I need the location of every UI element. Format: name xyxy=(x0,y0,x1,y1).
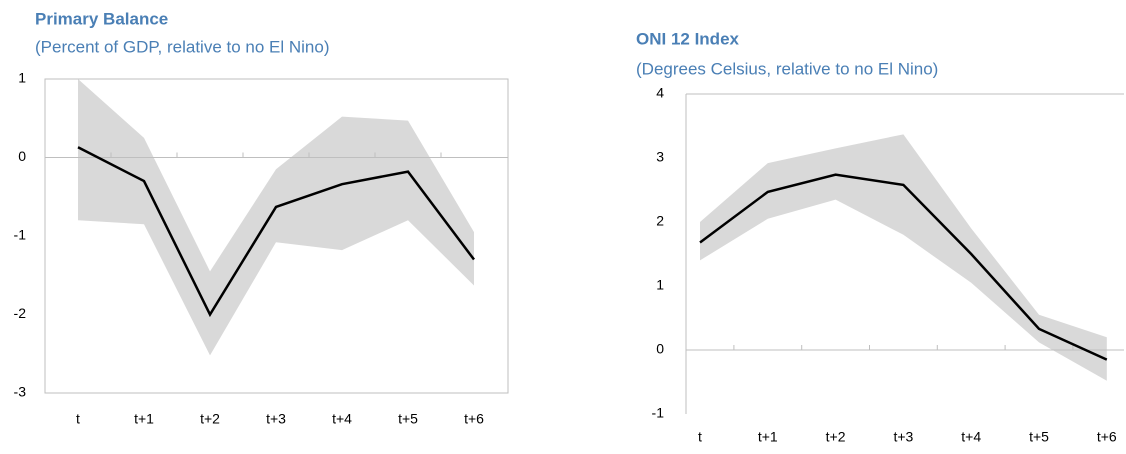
x-tick-label: t+3 xyxy=(893,429,913,445)
x-tick-label: t+4 xyxy=(961,429,981,445)
y-tick-label: 0 xyxy=(656,341,664,357)
x-tick-label: t+3 xyxy=(266,411,286,427)
y-tick-label: 1 xyxy=(18,70,26,86)
plot-frame xyxy=(44,78,509,394)
x-tick-label: t+2 xyxy=(200,411,220,427)
x-tick-label: t+1 xyxy=(134,411,154,427)
x-tick-label: t+4 xyxy=(332,411,352,427)
x-tick-label: t+6 xyxy=(464,411,484,427)
x-tick-label: t+5 xyxy=(398,411,418,427)
x-tick-label: t xyxy=(76,411,80,427)
y-tick-label: 2 xyxy=(656,213,664,229)
x-tick-label: t+2 xyxy=(826,429,846,445)
y-tick-label: -2 xyxy=(14,305,27,321)
x-tick-label: t+6 xyxy=(1097,429,1117,445)
y-tick-label: 1 xyxy=(656,277,664,293)
chart-subtitle: (Percent of GDP, relative to no El Nino) xyxy=(35,37,330,56)
y-tick-label: -1 xyxy=(14,227,27,243)
y-tick-label: -1 xyxy=(652,405,665,421)
y-tick-label: -3 xyxy=(14,384,27,400)
x-tick-label: t+1 xyxy=(758,429,778,445)
chart-title: Primary Balance xyxy=(35,9,168,28)
x-tick-label: t xyxy=(698,429,702,445)
chart-subtitle: (Degrees Celsius, relative to no El Nino… xyxy=(636,59,938,78)
confidence-band xyxy=(700,134,1107,381)
y-tick-label: 4 xyxy=(656,85,664,101)
chart-title: ONI 12 Index xyxy=(636,29,740,48)
confidence-band xyxy=(78,79,474,356)
x-tick-label: t+5 xyxy=(1029,429,1049,445)
y-tick-label: 3 xyxy=(656,149,664,165)
line-series xyxy=(77,146,475,318)
line-series xyxy=(699,173,1108,361)
y-tick-label: 0 xyxy=(18,148,26,164)
